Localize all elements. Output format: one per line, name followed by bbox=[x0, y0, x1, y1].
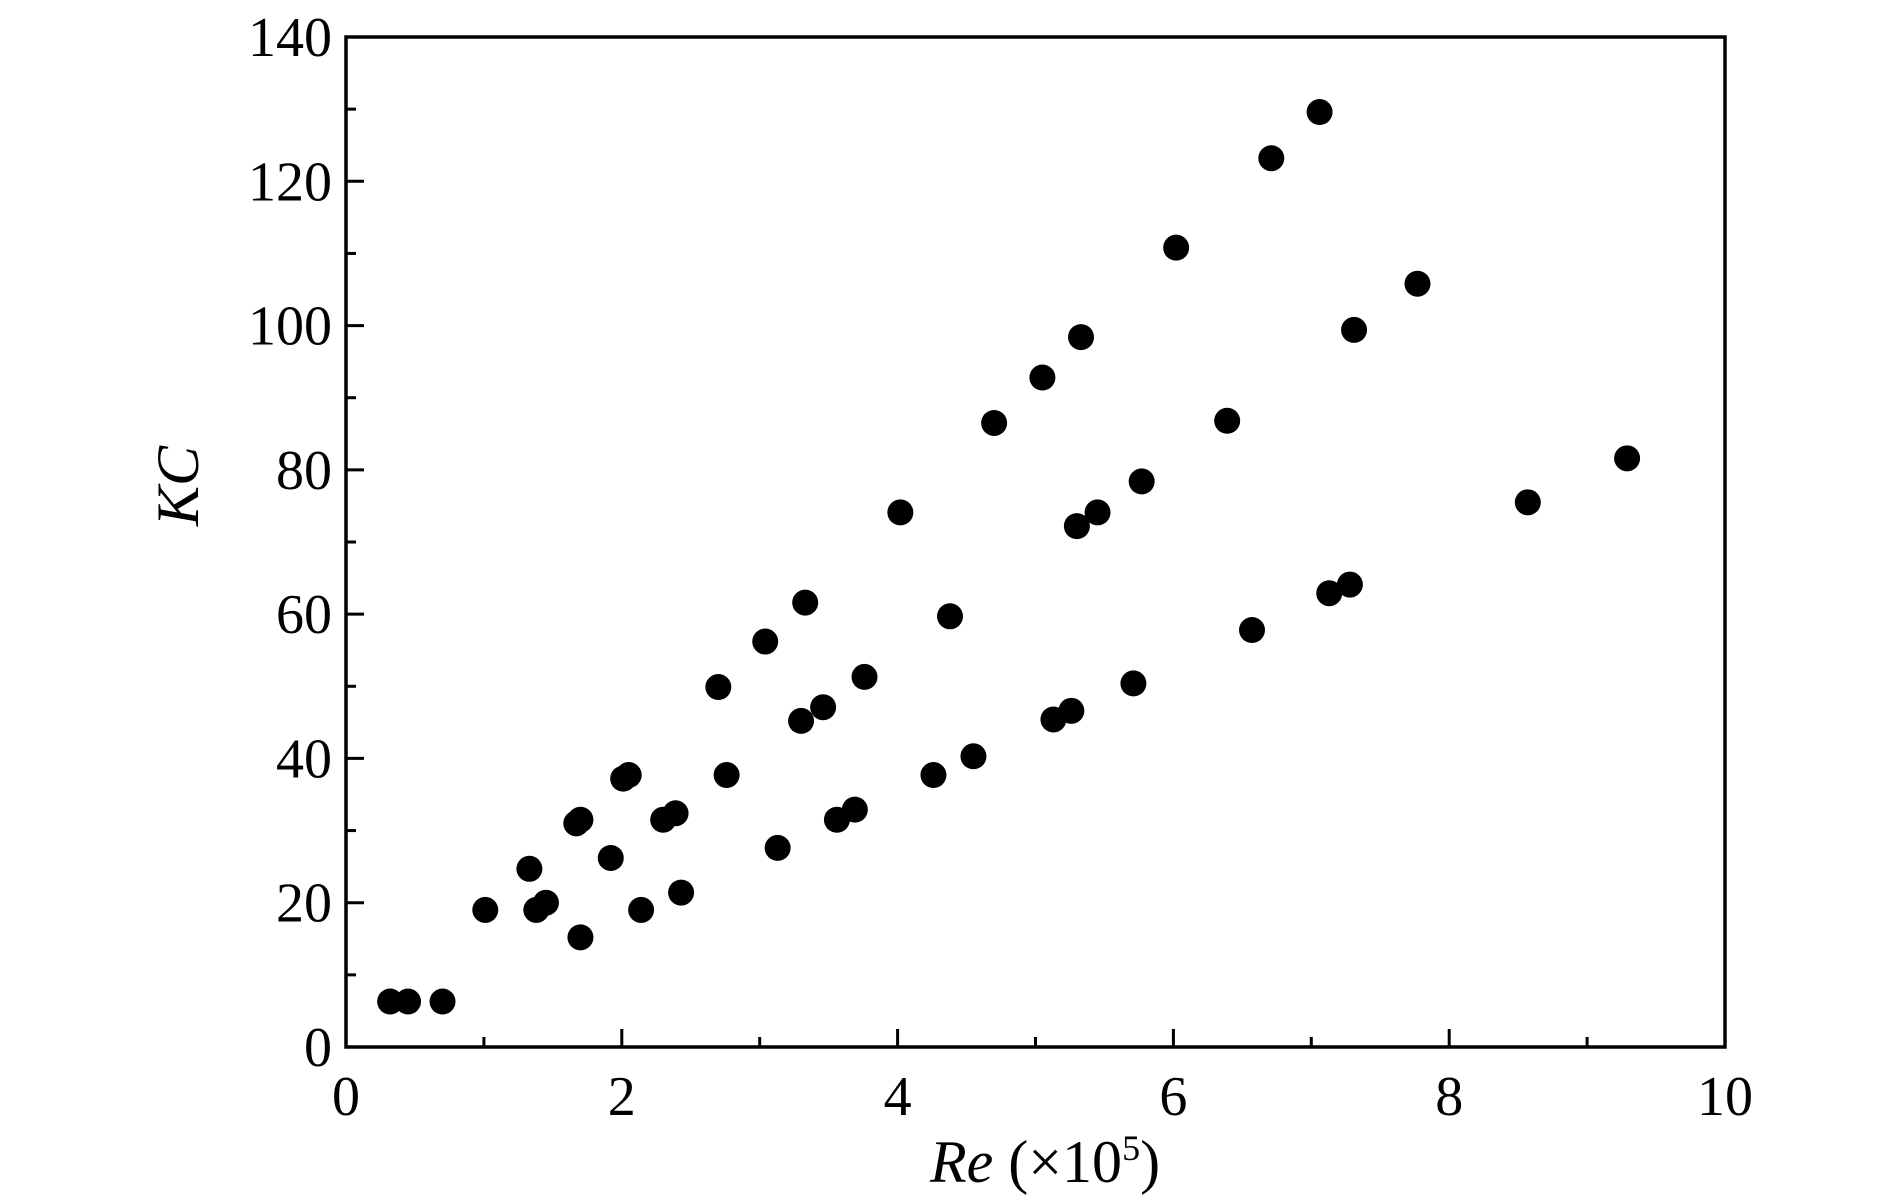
data-point bbox=[567, 806, 594, 833]
data-point bbox=[668, 879, 695, 906]
data-point bbox=[851, 663, 878, 690]
data-point bbox=[1120, 670, 1147, 697]
data-point bbox=[516, 855, 543, 882]
data-point bbox=[792, 589, 819, 616]
data-point bbox=[1068, 324, 1095, 351]
x-axis-title: Re (×105) bbox=[929, 1128, 1160, 1195]
data-point bbox=[1239, 617, 1266, 644]
data-point bbox=[628, 896, 655, 923]
data-point bbox=[567, 924, 594, 951]
data-point bbox=[597, 844, 624, 871]
data-point bbox=[532, 889, 559, 916]
data-point bbox=[752, 628, 779, 655]
x-axis-title-symbol: Re bbox=[929, 1129, 993, 1195]
data-point bbox=[1063, 513, 1090, 540]
x-tick-label: 0 bbox=[332, 1066, 360, 1128]
data-point bbox=[1258, 145, 1285, 172]
data-points bbox=[377, 99, 1641, 1015]
y-tick-label: 20 bbox=[276, 873, 332, 935]
y-tick-label: 120 bbox=[248, 151, 332, 213]
data-point bbox=[1084, 499, 1111, 526]
x-axis-title-exponent: 5 bbox=[1122, 1128, 1140, 1168]
data-point bbox=[1163, 234, 1190, 261]
data-point bbox=[1514, 489, 1541, 516]
data-point bbox=[841, 796, 868, 823]
data-point bbox=[615, 762, 642, 789]
y-tick-label: 100 bbox=[248, 296, 332, 358]
y-axis-title: KC bbox=[145, 445, 211, 527]
data-point bbox=[960, 743, 987, 770]
data-point bbox=[764, 834, 791, 861]
data-point bbox=[1128, 468, 1155, 495]
data-point bbox=[981, 409, 1008, 436]
data-point bbox=[1214, 407, 1241, 434]
data-point bbox=[377, 988, 404, 1015]
data-point bbox=[705, 674, 732, 701]
plot-frame bbox=[344, 35, 1727, 1049]
x-tick-label: 4 bbox=[884, 1066, 912, 1128]
x-axis-title-unit: (×10 bbox=[993, 1129, 1122, 1195]
data-point bbox=[472, 896, 499, 923]
x-tick-label: 8 bbox=[1435, 1066, 1463, 1128]
data-point bbox=[937, 603, 964, 630]
data-point bbox=[395, 988, 422, 1015]
data-point bbox=[1341, 316, 1368, 343]
data-point bbox=[1316, 580, 1343, 607]
y-tick-label: 0 bbox=[304, 1017, 332, 1079]
x-axis-title-close: ) bbox=[1140, 1129, 1160, 1195]
data-point bbox=[788, 707, 815, 734]
x-tick-label: 10 bbox=[1697, 1066, 1753, 1128]
data-point bbox=[920, 762, 947, 789]
data-point bbox=[1336, 571, 1363, 598]
data-point bbox=[713, 762, 740, 789]
y-tick-label: 80 bbox=[276, 440, 332, 502]
data-point bbox=[429, 988, 456, 1015]
x-tick-label: 6 bbox=[1159, 1066, 1187, 1128]
data-point bbox=[1029, 364, 1056, 391]
y-tick-label: 140 bbox=[248, 7, 332, 69]
data-point bbox=[1404, 270, 1431, 297]
data-point bbox=[1058, 697, 1085, 724]
y-tick-label: 40 bbox=[276, 728, 332, 790]
data-point bbox=[1306, 99, 1333, 126]
x-tick-label: 2 bbox=[608, 1066, 636, 1128]
y-tick-label: 60 bbox=[276, 584, 332, 646]
data-point bbox=[662, 800, 689, 827]
data-point bbox=[887, 499, 914, 526]
data-point bbox=[1614, 445, 1641, 472]
data-point bbox=[810, 694, 837, 721]
